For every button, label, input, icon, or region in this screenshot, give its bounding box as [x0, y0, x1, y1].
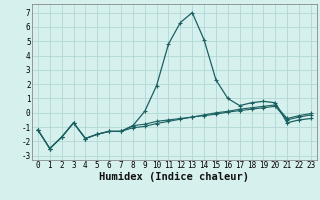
- X-axis label: Humidex (Indice chaleur): Humidex (Indice chaleur): [100, 172, 249, 182]
